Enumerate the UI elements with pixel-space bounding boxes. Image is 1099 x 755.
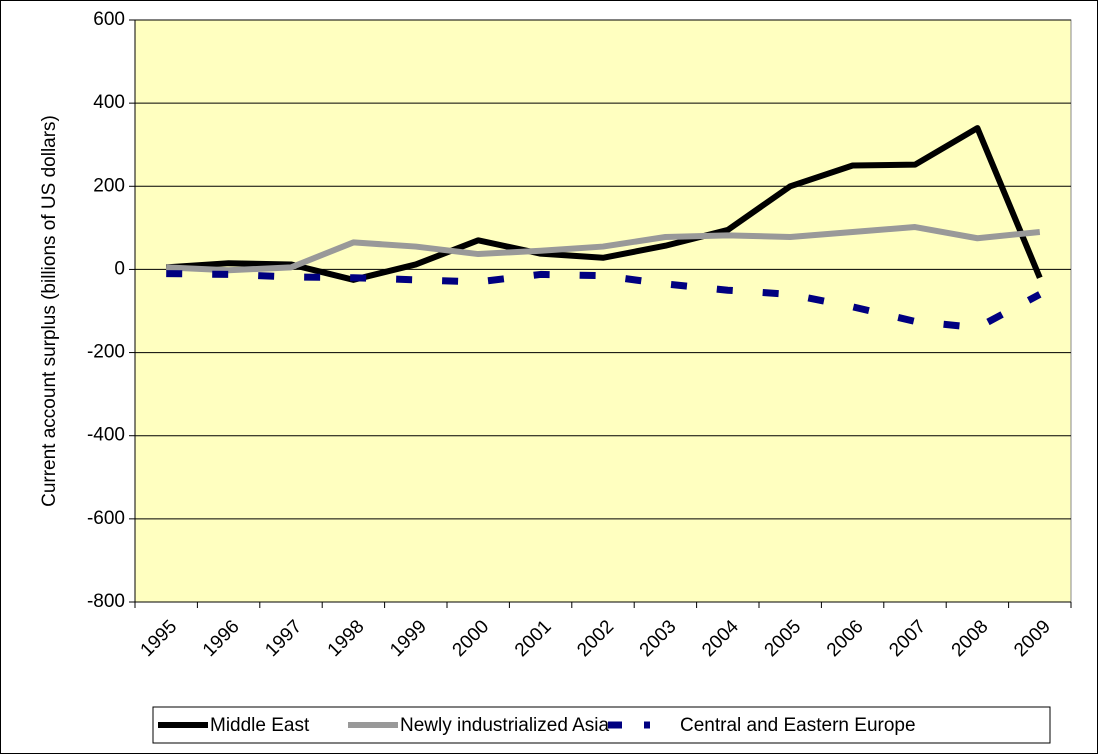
y-tick-label: 200 xyxy=(93,175,125,196)
series-line xyxy=(166,270,1042,332)
y-tick-label: -800 xyxy=(87,591,125,612)
legend-box xyxy=(152,706,1051,744)
y-axis-label: Current account surplus (billions of US … xyxy=(39,115,60,507)
legend-label: Middle East xyxy=(210,715,310,736)
y-tick-label: 600 xyxy=(93,9,125,30)
y-tick-label: -600 xyxy=(87,508,125,529)
series-line xyxy=(166,125,1043,283)
y-tick-label: 0 xyxy=(114,258,125,279)
series-line xyxy=(166,224,1041,274)
plot-area xyxy=(134,19,1072,603)
y-tick-label: 400 xyxy=(93,92,125,113)
legend-label: Newly industrialized Asia xyxy=(400,715,610,736)
y-tick-label: -200 xyxy=(87,342,125,363)
y-tick-label: -400 xyxy=(87,425,125,446)
legend-label: Central and Eastern Europe xyxy=(680,715,916,736)
